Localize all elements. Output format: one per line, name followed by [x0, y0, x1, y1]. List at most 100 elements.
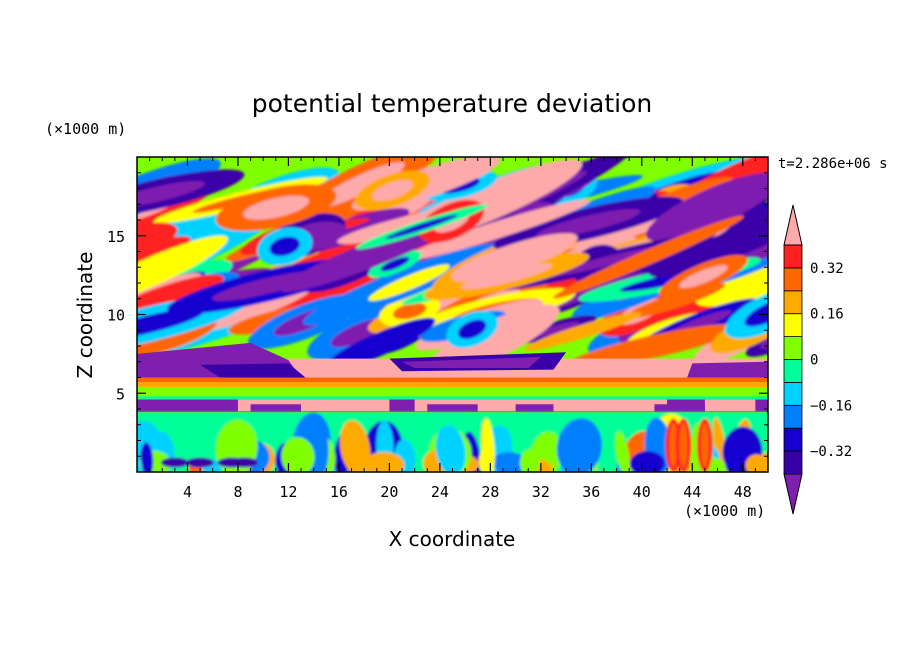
field-band-core [461, 263, 553, 290]
x-tick-label: 36 [582, 483, 600, 501]
x-tick-label: 48 [734, 483, 752, 501]
plume [339, 420, 371, 472]
field-band-core [269, 236, 300, 257]
z-tick-label: 15 [107, 228, 125, 246]
warm-plume-core [679, 423, 688, 468]
x-tick-label: 24 [431, 483, 449, 501]
cold-lobe [515, 404, 554, 413]
chart-title: potential temperature deviation [252, 89, 652, 118]
cold-lobe [427, 404, 478, 413]
field-band-core [385, 214, 458, 240]
z-axis-label: Z coordinate [73, 252, 97, 379]
z-tick-label: 5 [116, 385, 125, 403]
colorbar-label: 0.32 [810, 261, 844, 277]
field-band-core [320, 235, 420, 276]
colorbar-swatch [783, 290, 803, 315]
field-band [553, 215, 744, 299]
teal-stripe [137, 396, 768, 400]
field-band [368, 264, 450, 301]
contour-field [137, 157, 768, 472]
field-band [137, 236, 191, 286]
field-band [137, 235, 228, 309]
colorbar-swatch [783, 313, 803, 338]
field-band [626, 283, 726, 319]
z-unit-label: (×1000 m) [45, 120, 126, 138]
x-tick-label: 32 [532, 483, 550, 501]
z-axis-ticks: 5 10 15 [107, 172, 768, 457]
plume [481, 418, 495, 472]
plume [629, 451, 665, 472]
field-band-core [457, 319, 487, 339]
field-band-core [479, 244, 550, 271]
field-band-core [242, 195, 310, 220]
plume [519, 448, 540, 472]
cold-patch-right [685, 361, 768, 383]
plume [614, 430, 630, 472]
x-tick-label: 12 [279, 483, 297, 501]
warm-plume-core [700, 423, 709, 468]
plume [311, 424, 329, 472]
field-band-core [455, 321, 530, 360]
x-unit-label: (×1000 m) [684, 502, 765, 520]
field-band-core [137, 181, 205, 208]
colorbar-swatch [783, 359, 803, 383]
x-axis-ticks: 4 8 12 16 20 24 28 32 36 40 44 48 [149, 157, 756, 501]
colorbar-swatch [783, 450, 803, 475]
plume [364, 452, 405, 472]
colorbar-swatch [783, 336, 803, 360]
field-band-core [392, 302, 427, 320]
colorbar-swatch [783, 244, 803, 269]
x-axis-label: X coordinate [389, 527, 516, 551]
colorbar-label: 0.16 [810, 307, 844, 323]
field-band-core [678, 265, 728, 289]
cold-patch-left-inner [200, 363, 308, 381]
field-band-core [744, 298, 768, 327]
field-band [567, 323, 744, 369]
x-tick-label: 44 [683, 483, 701, 501]
plume [713, 417, 728, 472]
colorbar-label: −0.16 [810, 398, 852, 414]
orange-stripe [137, 382, 768, 387]
plume [435, 425, 466, 472]
field-band [645, 172, 768, 242]
field-band [401, 199, 591, 262]
colorbar: 0.32 0.16 0 −0.16 −0.32 [783, 204, 852, 515]
plume [281, 437, 315, 472]
cold-lobe [654, 404, 705, 413]
colorbar-over-arrow [783, 204, 803, 246]
x-tick-label: 4 [183, 483, 192, 501]
cold-plume [230, 457, 259, 468]
colorbar-swatch [783, 427, 803, 452]
field-band-core [546, 245, 667, 278]
colorbar-label: −0.32 [810, 444, 852, 460]
field-band-core [314, 162, 405, 209]
plume [745, 454, 768, 472]
x-tick-label: 28 [481, 483, 499, 501]
upper-bands [137, 157, 768, 380]
warm-lens-3 [704, 399, 756, 412]
field-band [695, 245, 768, 307]
plume [556, 418, 602, 472]
cold-lobe [250, 404, 302, 413]
field-band-core [137, 308, 204, 340]
colorbar-label: 0 [810, 353, 818, 369]
z-tick-label: 10 [107, 307, 125, 325]
field-band [137, 274, 224, 329]
x-tick-label: 8 [233, 483, 242, 501]
colorbar-swatch [783, 404, 803, 429]
warm-lens-1 [237, 399, 390, 412]
field-band [324, 317, 436, 371]
field-band [137, 222, 178, 250]
cold-patch-center-inner [402, 357, 541, 369]
field-band [724, 286, 768, 339]
warm-plume-core [669, 423, 678, 468]
x-tick-label: 16 [330, 483, 348, 501]
red-stripe [137, 377, 768, 383]
x-tick-label: 40 [633, 483, 651, 501]
field-band-core [536, 321, 580, 337]
mid-layers [137, 342, 768, 413]
cold-plume [160, 457, 189, 468]
colorbar-swatch [783, 381, 803, 406]
field-band-core [536, 209, 641, 239]
